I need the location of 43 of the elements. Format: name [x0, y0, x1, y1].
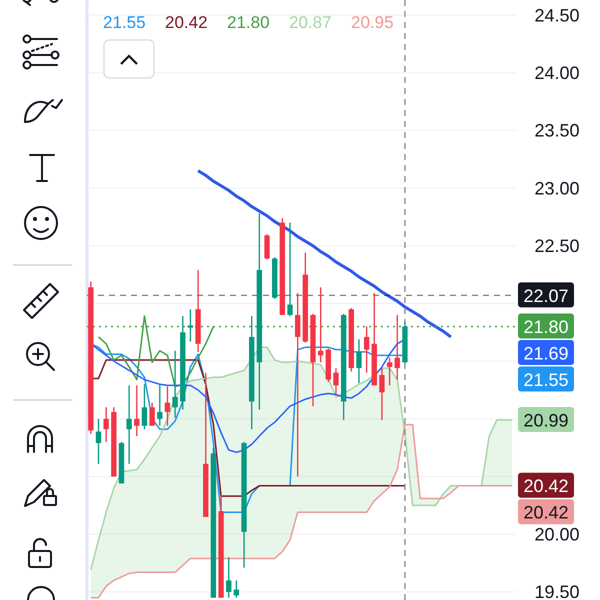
- text: 21.69: [523, 344, 569, 364]
- text: 21.55: [523, 370, 569, 390]
- candlestick: [386, 357, 392, 386]
- y-tick-label: 23.50: [534, 120, 580, 141]
- annotation: 21.55: [103, 12, 146, 32]
- y-tick-label: 20.00: [534, 524, 580, 545]
- candlestick: [157, 384, 162, 426]
- y-tick-label: 24.00: [534, 62, 580, 83]
- candlestick: [164, 386, 170, 426]
- y-tick-label: 19.50: [534, 582, 580, 600]
- ref-line-label: 22.07: [523, 286, 569, 306]
- candlestick: [364, 326, 370, 374]
- candlestick: [188, 308, 194, 342]
- data-label: 20.42: [523, 502, 569, 523]
- candlestick: [103, 406, 109, 443]
- candlestick: [333, 367, 339, 396]
- candlestick: [149, 402, 155, 426]
- candlestick: [356, 338, 362, 384]
- line-series: [196, 169, 452, 338]
- candlestick: [172, 350, 178, 418]
- annotation: 20.95: [351, 12, 394, 32]
- candlestick: [394, 314, 400, 380]
- text: 20.42: [523, 476, 569, 496]
- annotation: 20.42: [165, 12, 208, 32]
- candlestick: [264, 234, 270, 260]
- annotation: 21.80: [227, 12, 270, 32]
- candlestick: [226, 556, 232, 598]
- line-series: [90, 424, 513, 598]
- data-label: 20.99: [523, 410, 569, 430]
- annotation: 20.87: [289, 12, 332, 32]
- ref-line-label: 21.80: [523, 317, 569, 338]
- candlestick: [134, 384, 140, 437]
- candlestick: [126, 384, 132, 464]
- candlestick: [379, 367, 385, 421]
- candlestick: [287, 222, 293, 317]
- y-tick-label: 22.50: [534, 236, 580, 256]
- candlestick: [234, 580, 240, 598]
- candlestick: [142, 384, 148, 430]
- candlestick: [294, 292, 300, 478]
- candlestick: [96, 418, 102, 464]
- candlestick: [318, 286, 324, 363]
- y-tick-label: 24.50: [534, 5, 580, 26]
- y-tick-label: 23.00: [534, 178, 580, 198]
